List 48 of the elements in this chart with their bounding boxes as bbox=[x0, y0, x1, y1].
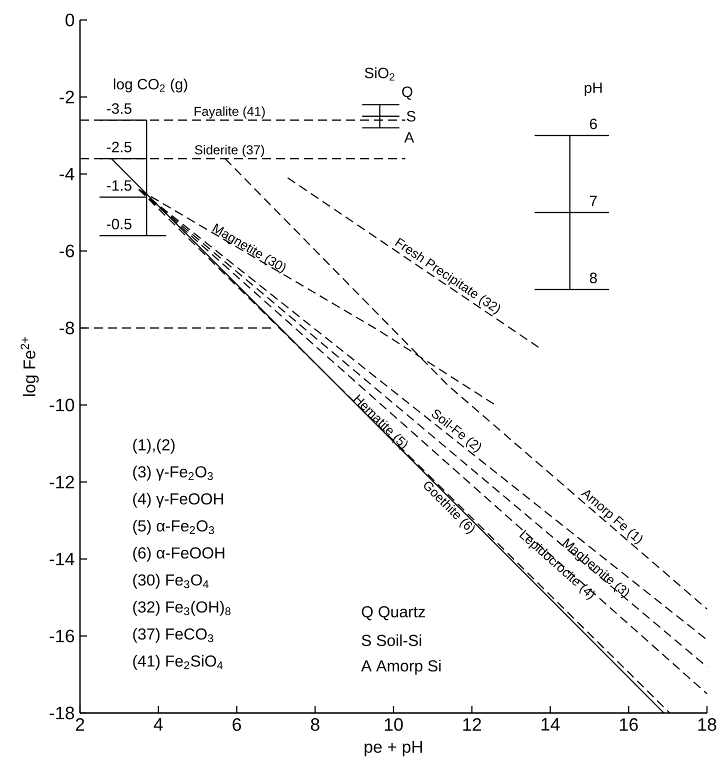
x-tick-label: 2 bbox=[76, 718, 84, 731]
series-label: Fayalite (41) bbox=[194, 106, 265, 118]
x-tick-label: 12 bbox=[463, 718, 481, 731]
annotation: 7 bbox=[590, 196, 597, 206]
annotation: log CO$_{2}$ (g) bbox=[114, 78, 188, 92]
x-tick-label: 18 bbox=[698, 718, 716, 731]
x-tick-label: 6 bbox=[232, 718, 241, 731]
annotation: -0.5 bbox=[106, 218, 132, 230]
y-tick-label: -8 bbox=[60, 322, 74, 334]
y-tick-label: -2 bbox=[60, 90, 74, 104]
y-tick-label: -4 bbox=[60, 168, 74, 180]
annotation: 8 bbox=[590, 272, 597, 284]
y-tick-label: -16 bbox=[50, 630, 74, 642]
annotation: -3.5 bbox=[106, 103, 132, 114]
y-tick-label: 0 bbox=[66, 14, 74, 26]
annotation: A bbox=[404, 132, 414, 143]
annotation: (5) α-Fe$_{2}$O$_{3}$ bbox=[133, 520, 214, 535]
annotation: S Soil-Si bbox=[362, 634, 422, 646]
annotation: (1),(2) bbox=[133, 438, 175, 454]
x-tick-label: 4 bbox=[154, 718, 163, 731]
x-tick-label: 16 bbox=[620, 718, 638, 731]
annotation: (30) Fe$_{3}$O$_{4}$ bbox=[133, 574, 209, 589]
y-tick-label: -18 bbox=[50, 706, 74, 720]
annotation: pH bbox=[584, 82, 602, 96]
x-tick-label: 14 bbox=[542, 718, 560, 731]
y-tick-label: -12 bbox=[50, 476, 74, 488]
y-axis-title: log Fe$^{2+}$ bbox=[20, 337, 39, 396]
x-tick-label: 8 bbox=[310, 718, 320, 731]
annotation: Q bbox=[402, 86, 412, 100]
annotation: 6 bbox=[590, 118, 597, 130]
annotation: -2.5 bbox=[106, 142, 132, 152]
annotation: (6) α-FeOOH bbox=[133, 546, 224, 562]
annotation: (37) FeCO$_{3}$ bbox=[133, 628, 214, 643]
series-label: Siderite (37) bbox=[194, 144, 264, 158]
annotation: SiO$_{2}$ bbox=[364, 67, 394, 80]
annotation: S bbox=[406, 110, 416, 122]
annotation: -1.5 bbox=[106, 180, 132, 191]
annotation: Q Quartz bbox=[362, 606, 425, 620]
annotation: A Amorp Si bbox=[361, 660, 441, 675]
annotation: (41) Fe$_{2}$SiO$_{4}$ bbox=[133, 654, 223, 670]
y-tick-label: -6 bbox=[60, 244, 74, 258]
y-tick-label: -10 bbox=[50, 398, 74, 412]
annotation: (3) γ-Fe$_{2}$O$_{3}$ bbox=[133, 466, 213, 481]
y-tick-label: -14 bbox=[50, 552, 74, 566]
x-axis-title: pe + pH bbox=[364, 741, 422, 756]
x-tick-label: 10 bbox=[384, 718, 403, 731]
annotation: (32) Fe$_{3}$(OH)$_{8}$ bbox=[133, 600, 231, 616]
annotation: (4) γ-FeOOH bbox=[133, 492, 223, 508]
